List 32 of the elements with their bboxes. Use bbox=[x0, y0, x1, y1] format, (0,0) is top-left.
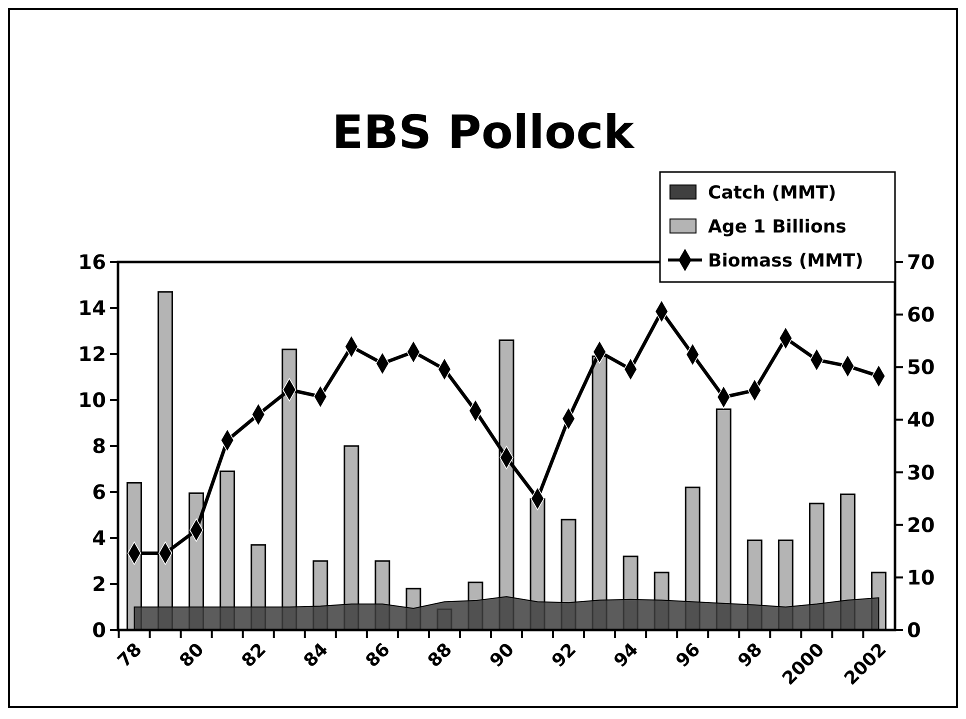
x-tick-label: 86 bbox=[362, 639, 394, 672]
x-tick-label: 88 bbox=[424, 639, 456, 672]
y2-tick-label: 20 bbox=[907, 512, 935, 537]
y2-tick-label: 30 bbox=[907, 460, 935, 484]
y-tick-label: 16 bbox=[78, 250, 106, 274]
y2-tick-label: 0 bbox=[907, 618, 921, 642]
x-tick-label: 94 bbox=[610, 639, 643, 672]
x-tick-label: 98 bbox=[734, 639, 767, 672]
y-tick-label: 6 bbox=[92, 480, 106, 504]
y2-tick-label: 50 bbox=[907, 355, 935, 380]
y2-tick-label: 10 bbox=[907, 565, 935, 590]
legend-label: Age 1 Billions bbox=[708, 216, 846, 238]
x-tick-label: 82 bbox=[238, 639, 270, 672]
x-tick-label: 90 bbox=[486, 639, 518, 672]
x-tick-label: 78 bbox=[114, 639, 146, 672]
x-tick-label: 80 bbox=[176, 639, 208, 672]
chart-title: EBS Pollock bbox=[332, 105, 636, 159]
y-tick-label: 0 bbox=[92, 618, 106, 642]
x-tick-label: 96 bbox=[672, 639, 705, 672]
y-tick-label: 2 bbox=[92, 572, 106, 596]
y-tick-label: 4 bbox=[92, 526, 106, 550]
y-tick-label: 14 bbox=[78, 296, 106, 320]
y2-tick-label: 40 bbox=[907, 408, 935, 432]
y-tick-label: 8 bbox=[92, 434, 106, 458]
y2-tick-label: 70 bbox=[907, 250, 935, 274]
y2-tick-label: 60 bbox=[907, 302, 935, 327]
legend-label: Biomass (MMT) bbox=[708, 250, 864, 272]
x-tick-label: 92 bbox=[548, 639, 581, 672]
y-tick-label: 12 bbox=[78, 342, 106, 366]
y-tick-label: 10 bbox=[78, 388, 106, 412]
x-tick-label: 84 bbox=[300, 639, 332, 672]
legend-label: Catch (MMT) bbox=[708, 182, 836, 204]
